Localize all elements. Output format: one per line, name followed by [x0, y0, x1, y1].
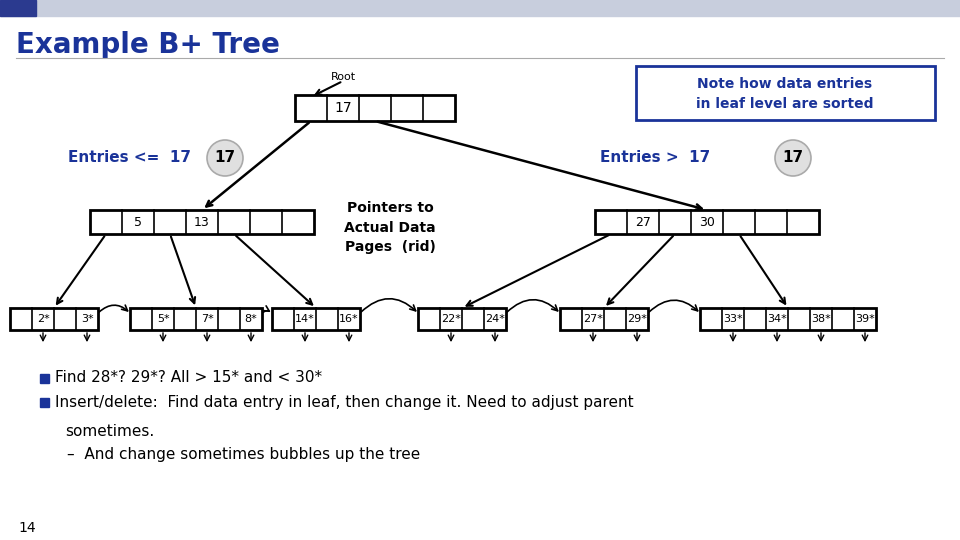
Bar — [10, 308, 98, 330]
Bar — [295, 95, 455, 121]
Text: 5*: 5* — [156, 314, 169, 324]
Bar — [40, 397, 49, 407]
FancyBboxPatch shape — [636, 66, 935, 120]
Circle shape — [207, 140, 243, 176]
Bar — [90, 210, 314, 234]
Bar — [0, 0, 960, 16]
Text: Root: Root — [330, 72, 355, 82]
Text: Find 28*? 29*? All > 15* and < 30*: Find 28*? 29*? All > 15* and < 30* — [55, 370, 323, 386]
Text: Entries <=  17: Entries <= 17 — [68, 151, 191, 165]
Text: 33*: 33* — [723, 314, 743, 324]
Text: 3*: 3* — [81, 314, 93, 324]
Text: 29*: 29* — [627, 314, 647, 324]
Text: 16*: 16* — [339, 314, 359, 324]
Text: Note how data entries
in leaf level are sorted: Note how data entries in leaf level are … — [696, 77, 874, 111]
Text: 34*: 34* — [767, 314, 787, 324]
Text: 38*: 38* — [811, 314, 830, 324]
Text: Example B+ Tree: Example B+ Tree — [16, 31, 280, 59]
Text: 14: 14 — [18, 521, 36, 535]
Text: 17: 17 — [214, 151, 235, 165]
Text: Insert/delete:  Find data entry in leaf, then change it. Need to adjust parent: Insert/delete: Find data entry in leaf, … — [55, 395, 634, 409]
Bar — [272, 308, 360, 330]
Bar — [560, 308, 648, 330]
Text: sometimes.: sometimes. — [65, 424, 155, 440]
Text: –  And change sometimes bubbles up the tree: – And change sometimes bubbles up the tr… — [67, 448, 420, 462]
Bar — [700, 308, 876, 330]
Bar — [595, 210, 819, 234]
Bar — [418, 308, 506, 330]
Text: 27*: 27* — [583, 314, 603, 324]
Text: 2*: 2* — [36, 314, 49, 324]
Text: 27: 27 — [636, 215, 651, 228]
Text: Pointers to
Actual Data
Pages  (rid): Pointers to Actual Data Pages (rid) — [345, 201, 436, 254]
Text: 39*: 39* — [855, 314, 875, 324]
Text: 17: 17 — [334, 101, 351, 115]
Text: 13: 13 — [194, 215, 210, 228]
Text: 5: 5 — [134, 215, 142, 228]
Text: 14*: 14* — [295, 314, 315, 324]
Text: Entries >  17: Entries > 17 — [600, 151, 710, 165]
Text: 24*: 24* — [485, 314, 505, 324]
Bar — [40, 374, 49, 382]
Text: 7*: 7* — [201, 314, 213, 324]
Text: 17: 17 — [782, 151, 804, 165]
Text: 8*: 8* — [245, 314, 257, 324]
Text: 30: 30 — [699, 215, 715, 228]
Bar — [130, 308, 262, 330]
Circle shape — [775, 140, 811, 176]
Bar — [0, 0, 36, 16]
Text: 22*: 22* — [441, 314, 461, 324]
